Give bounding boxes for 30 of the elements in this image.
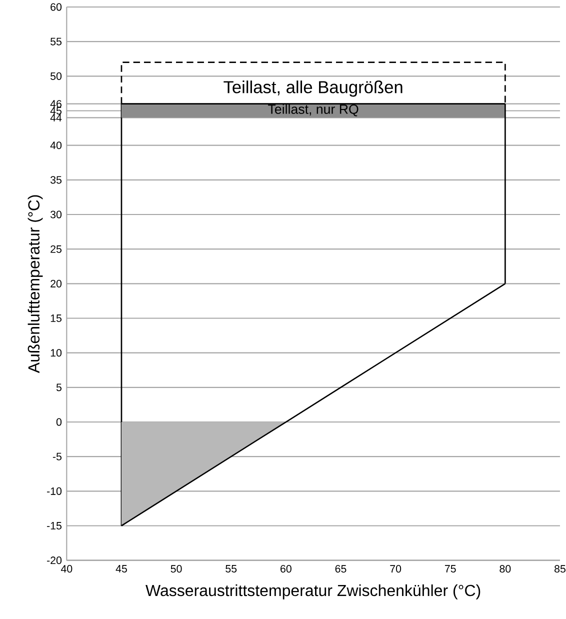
x-tick-label: 60 (280, 565, 292, 573)
y-tick-label: 35 (50, 176, 62, 184)
y-tick-label: 60 (50, 3, 62, 11)
y-tick-label: 30 (50, 210, 62, 218)
annotation: Teillast, alle Baugrößen (224, 80, 402, 97)
y-tick-label: 50 (50, 72, 62, 80)
x-tick-label: 50 (170, 565, 182, 573)
y-tick-label: -20 (47, 556, 62, 564)
y-tick-label: -5 (52, 452, 62, 460)
y-tick-label: 40 (50, 142, 62, 150)
annotation: Teillast, nur RQ (268, 104, 358, 116)
x-tick-label: 80 (500, 565, 511, 573)
x-tick-label: 70 (390, 565, 402, 573)
x-tick-label: 85 (554, 565, 566, 573)
y-tick-label: 0 (56, 418, 62, 426)
y-tick-label: 20 (50, 280, 62, 288)
y-tick-label: -15 (47, 522, 62, 530)
y-tick-label: 5 (56, 384, 62, 392)
x-tick-label: 65 (335, 565, 346, 573)
y-axis-title: Außenlufttemperatur (°C) (28, 195, 43, 374)
x-axis-title: Wasseraustrittstemperatur Zwischenkühler (°C) (146, 584, 480, 600)
y-tick-label: -10 (47, 487, 62, 495)
x-tick-label: 75 (444, 565, 456, 572)
y-tick-label: 55 (50, 38, 62, 46)
x-tick-label: 45 (116, 565, 127, 572)
y-tick-label: 15 (50, 314, 62, 322)
y-tick-label: 10 (50, 349, 62, 357)
y-tick-label: 25 (50, 245, 62, 253)
y-tick-label: 44 (50, 114, 62, 122)
x-tick-label: 55 (226, 565, 237, 572)
